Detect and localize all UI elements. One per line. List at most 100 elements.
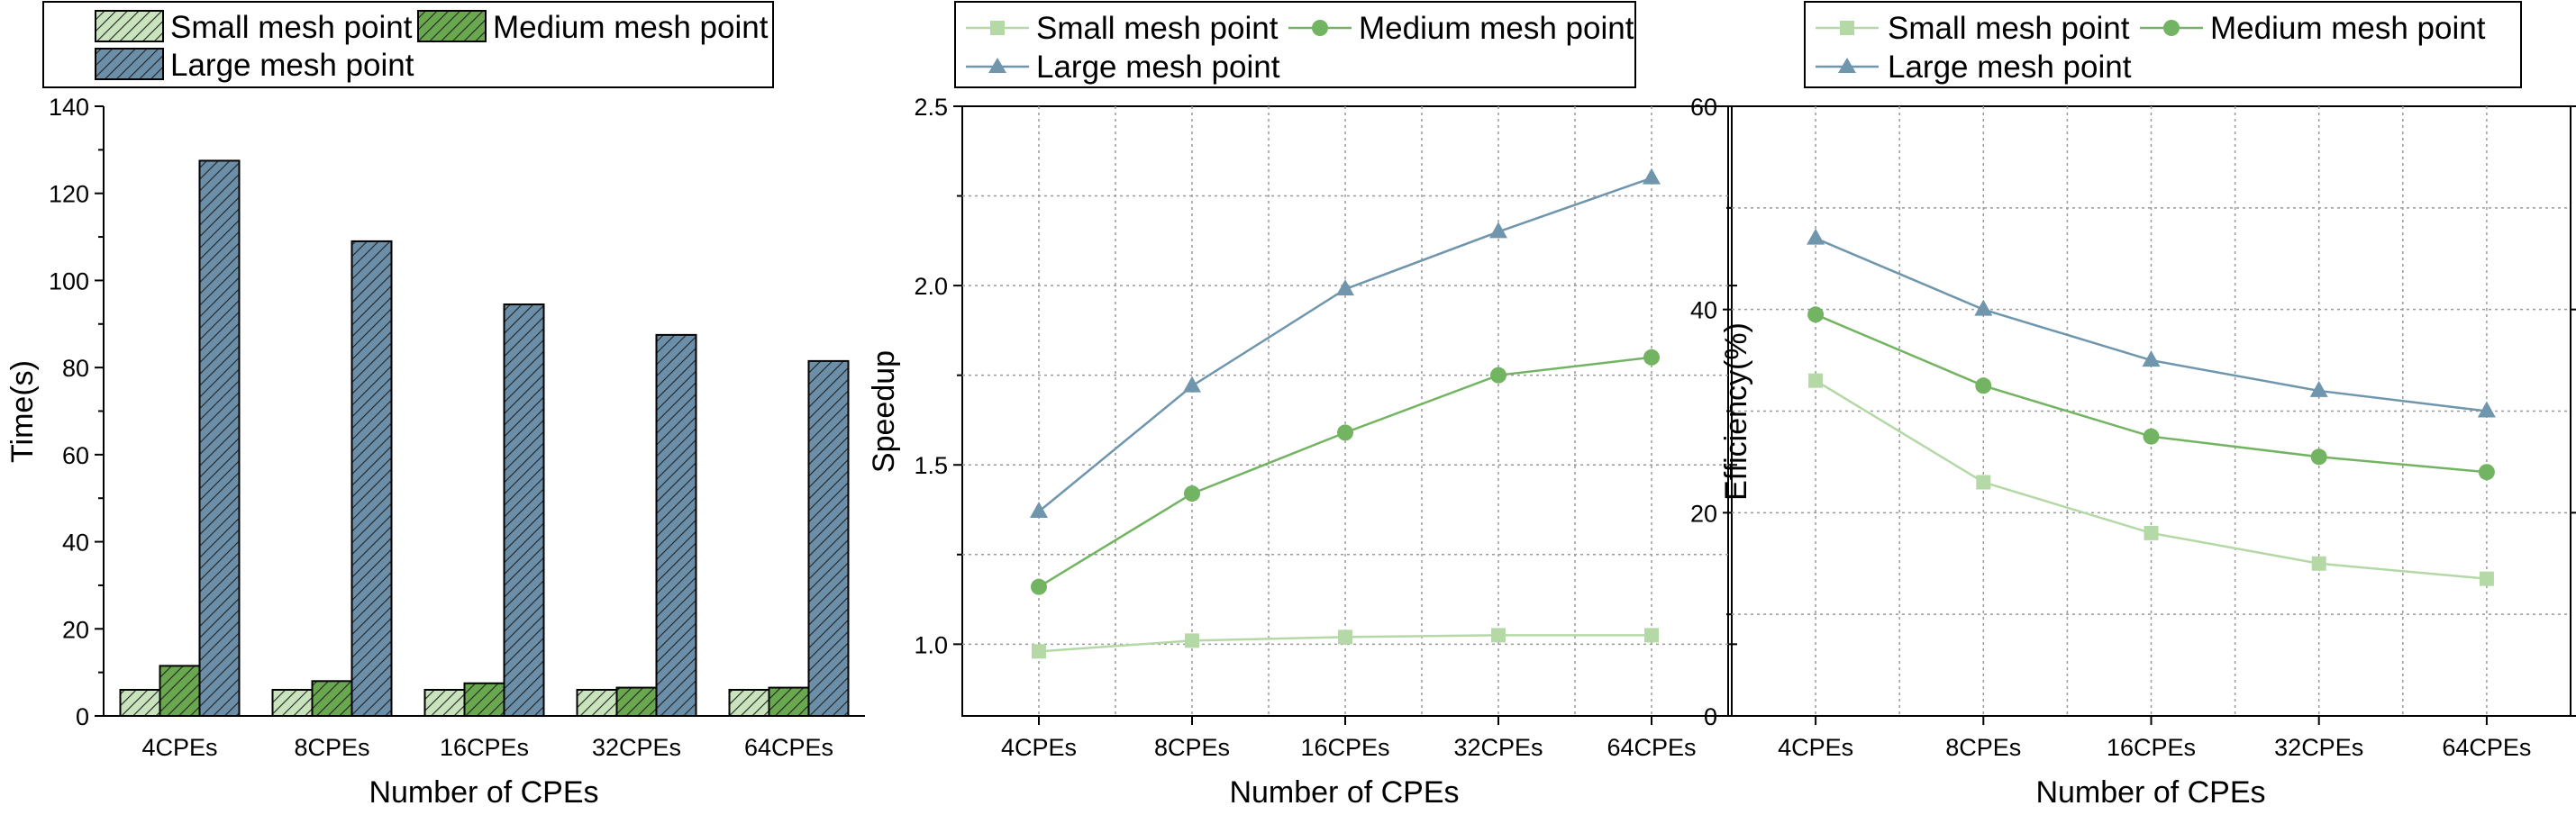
point-small-16cpes <box>2144 525 2159 540</box>
point-medium-16cpes <box>1337 424 1353 441</box>
efficiency-line-chart: 0 20 40 60 4CPEs 8CPEs 16CPEs 32CPEs 64CPEs Num… <box>1690 1 2576 810</box>
legend-frame <box>1804 1 2522 88</box>
point-small-16cpes <box>1338 629 1352 645</box>
speedup-x-ticks: 4CPEs 8CPEs 16CPEs 32CPEs 64CPEs <box>1001 716 1697 761</box>
x-tick-label: 16CPEs <box>1300 734 1389 761</box>
legend-frame <box>954 1 1636 88</box>
y-tick-label: 100 <box>49 267 89 294</box>
x-tick-label: 8CPEs <box>1154 734 1230 761</box>
point-medium-4cpes <box>1031 578 1047 595</box>
point-small-64cpes <box>2479 571 2494 586</box>
x-tick-label: 8CPEs <box>294 734 369 761</box>
time-bar-chart: 0 20 40 60 80 100 120 140 4CPEs 8CPEs 16CPEs 32CPE… <box>5 1 865 810</box>
x-tick-label: 4CPEs <box>1778 734 1853 761</box>
x-tick-label: 16CPEs <box>440 734 529 761</box>
y-tick-label: 120 <box>49 181 89 208</box>
time-chart-bars <box>119 159 850 718</box>
legend-marker-medium <box>1312 20 1328 36</box>
legend-marker-small <box>990 21 1005 35</box>
speedup-series <box>1030 168 1661 659</box>
y-tick-label: 20 <box>62 616 89 643</box>
y-tick-label: 0 <box>1704 703 1717 730</box>
point-medium-64cpes <box>2478 464 2495 481</box>
efficiency-x-ticks: 4CPEs 8CPEs 16CPEs 32CPEs 64CPEs <box>1778 716 2531 761</box>
y-tick-label: 140 <box>49 94 89 121</box>
point-large-32cpes <box>1489 222 1507 239</box>
point-small-4cpes <box>1808 373 1824 388</box>
x-tick-label: 16CPEs <box>2107 734 2196 761</box>
speedup-x-axis-title: Number of CPEs <box>1229 775 1459 810</box>
speedup-line-chart: 1.0 1.5 2.0 2.5 4CPEs 8CPEs 16CPEs 32CPEs 64CPE… <box>867 1 1737 810</box>
y-tick-label: 1.0 <box>914 631 948 658</box>
speedup-y-axis-title: Speedup <box>867 350 901 473</box>
efficiency-x-axis-title: Number of CPEs <box>2035 775 2265 810</box>
y-tick-label: 60 <box>1690 94 1717 121</box>
legend-marker-medium <box>2163 20 2180 36</box>
y-tick-label: 20 <box>1690 500 1717 527</box>
y-tick-label: 60 <box>62 442 89 469</box>
bar-large-64cpes <box>807 359 850 717</box>
time-chart-x-axis-title: Number of CPEs <box>369 775 598 810</box>
legend-label-medium: Medium mesh point <box>1359 11 1634 46</box>
time-chart-x-ticks: 4CPEs 8CPEs 16CPEs 32CPEs 64CPEs <box>141 734 833 761</box>
point-medium-32cpes <box>2310 448 2327 466</box>
legend-marker-large <box>1838 58 1856 73</box>
x-tick-label: 32CPEs <box>2274 734 2363 761</box>
point-small-8cpes <box>1185 633 1199 648</box>
point-large-4cpes <box>1030 502 1048 519</box>
point-small-64cpes <box>1644 628 1659 643</box>
bar-medium-16cpes <box>463 682 505 717</box>
legend-swatch-medium <box>417 10 487 42</box>
point-large-8cpes <box>1974 299 1993 316</box>
y-tick-label: 40 <box>1690 297 1717 324</box>
x-tick-label: 64CPEs <box>744 734 833 761</box>
legend-label-large: Large mesh point <box>170 48 414 83</box>
bar-large-4cpes <box>198 159 241 718</box>
point-small-32cpes <box>2311 556 2326 571</box>
efficiency-y-axis-title: Efficiency(%) <box>1719 322 1753 501</box>
y-tick-label: 2.5 <box>914 94 948 121</box>
legend-frame <box>42 1 774 88</box>
point-large-64cpes <box>1643 168 1661 185</box>
legend-label-medium: Medium mesh point <box>493 10 769 45</box>
point-large-16cpes <box>2142 350 2161 367</box>
bar-medium-8cpes <box>311 680 353 717</box>
bar-small-64cpes <box>728 688 770 718</box>
point-medium-4cpes <box>1807 306 1825 323</box>
y-tick-label: 80 <box>62 355 89 382</box>
x-tick-label: 4CPEs <box>141 734 217 761</box>
legend-swatch-large <box>95 48 164 80</box>
speedup-y-ticks: 1.0 1.5 2.0 2.5 <box>914 94 1737 658</box>
legend-label-medium: Medium mesh point <box>2210 11 2486 46</box>
y-tick-label: 40 <box>62 530 89 557</box>
efficiency-series <box>1807 228 2496 586</box>
time-chart-legend: Small mesh point Medium mesh point Large… <box>42 1 774 88</box>
bar-small-32cpes <box>576 688 618 718</box>
point-small-8cpes <box>1976 475 1991 490</box>
point-small-32cpes <box>1491 628 1506 643</box>
y-tick-label: 2.0 <box>914 273 948 300</box>
point-large-32cpes <box>2309 380 2328 397</box>
y-tick-label: 1.5 <box>914 452 948 479</box>
bar-small-8cpes <box>271 688 314 718</box>
x-tick-label: 64CPEs <box>2442 734 2531 761</box>
legend-label-small: Small mesh point <box>1888 11 2130 46</box>
point-large-64cpes <box>2477 401 2496 418</box>
legend-marker-small <box>1840 21 1854 35</box>
point-medium-8cpes <box>1975 377 1992 394</box>
speedup-grid <box>962 106 1728 716</box>
point-medium-32cpes <box>1490 367 1506 384</box>
point-medium-8cpes <box>1184 485 1200 503</box>
point-medium-16cpes <box>2143 428 2160 445</box>
point-large-8cpes <box>1183 376 1201 393</box>
time-chart-y-ticks: 0 20 40 60 80 100 120 140 <box>49 94 104 730</box>
bar-large-16cpes <box>503 303 545 717</box>
efficiency-y-ticks: 0 20 40 60 <box>1690 94 2576 730</box>
legend-label-large: Large mesh point <box>1888 50 2132 85</box>
legend-label-small: Small mesh point <box>170 10 413 45</box>
efficiency-grid <box>1732 106 2571 716</box>
x-tick-label: 32CPEs <box>592 734 681 761</box>
legend-marker-large <box>988 58 1006 73</box>
speedup-legend: Small mesh point Medium mesh point Large… <box>954 1 1636 88</box>
